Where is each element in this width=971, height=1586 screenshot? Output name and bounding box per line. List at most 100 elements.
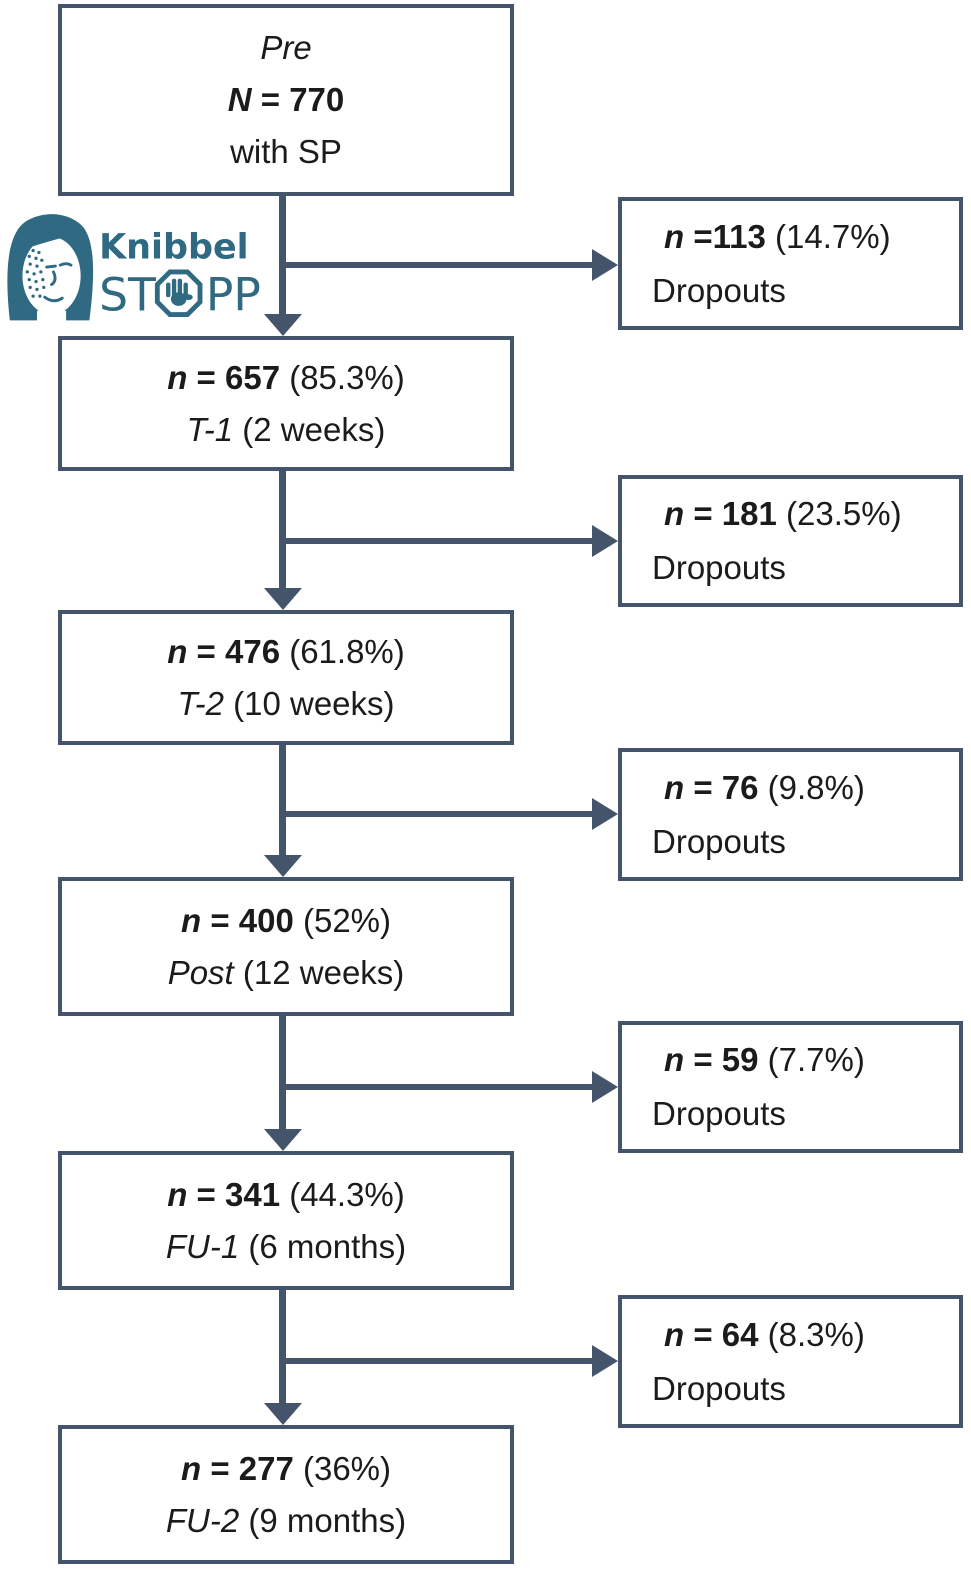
stage-period: (9 months) — [248, 1501, 407, 1539]
count-line: n = 64 (8.3%) — [652, 1308, 959, 1362]
logo-text-pp: PP — [206, 269, 261, 322]
dropout-box-5: n = 64 (8.3%) Dropouts — [618, 1295, 963, 1428]
count-line: n = 341 (44.3%) — [62, 1169, 510, 1221]
flow-connector-1 — [279, 196, 286, 314]
stage-period: (10 weeks) — [233, 684, 395, 722]
count-line: n = 657 (85.3%) — [62, 352, 510, 404]
stage-line: T-1 (2 weeks) — [62, 404, 510, 456]
stage-name: T-2 — [177, 684, 224, 722]
logo-freckles — [25, 248, 46, 298]
count-line: n = 277 (36%) — [62, 1443, 510, 1495]
stage-title: Pre — [260, 29, 312, 66]
logo-text-st: ST — [99, 269, 156, 322]
knibbelstopp-logo: Knibbel ST PP — [7, 214, 261, 323]
down-arrow-icon — [264, 1129, 302, 1151]
dropout-box-2: n = 181 (23.5%) Dropouts — [618, 475, 963, 607]
n-percent: (9.8%) — [767, 768, 865, 806]
count-line: n = 59 (7.7%) — [652, 1033, 959, 1087]
n-value: = 770 — [260, 81, 345, 118]
n-percent: (23.5%) — [786, 495, 902, 532]
flow-connector-5 — [279, 1289, 286, 1403]
count-line: n = 400 (52%) — [62, 895, 510, 947]
logo-face-features — [43, 262, 73, 303]
n-symbol: n — [664, 495, 685, 532]
dropout-connector-5 — [282, 1358, 594, 1364]
logo-face — [22, 236, 81, 315]
right-arrow-icon — [592, 798, 618, 830]
stage-period: (12 weeks) — [242, 953, 405, 991]
count-line: N = 770 — [62, 74, 510, 126]
dropout-label: Dropouts — [652, 1369, 786, 1407]
dropout-label: Dropouts — [652, 549, 786, 586]
n-value: =113 — [693, 217, 766, 255]
n-percent: (7.7%) — [767, 1041, 865, 1078]
n-symbol: n — [664, 1315, 685, 1353]
stage-name: Post — [167, 953, 234, 991]
n-percent: (61.8%) — [289, 632, 405, 670]
stage-line: FU-1 (6 months) — [62, 1221, 510, 1273]
n-symbol: n — [167, 358, 188, 396]
dropout-connector-2 — [282, 538, 594, 544]
down-arrow-icon — [264, 855, 302, 877]
n-symbol: n — [167, 632, 188, 670]
dropout-box-1: n =113 (14.7%) Dropouts — [618, 197, 963, 330]
n-value: = 64 — [693, 1315, 759, 1353]
n-percent: (14.7%) — [775, 217, 891, 255]
stage-line: Post (12 weeks) — [62, 947, 510, 999]
stage-name: FU-1 — [165, 1227, 240, 1265]
dropout-connector-4 — [282, 1084, 594, 1090]
n-symbol: n — [664, 1041, 685, 1078]
right-arrow-icon — [592, 1345, 618, 1377]
n-symbol: n — [180, 1449, 202, 1487]
n-percent: (36%) — [302, 1449, 392, 1487]
dropout-label: Dropouts — [652, 822, 786, 860]
dropout-box-3: n = 76 (9.8%) Dropouts — [618, 748, 963, 881]
stage-name: T-1 — [186, 410, 234, 448]
n-value: = 400 — [210, 901, 294, 939]
flow-box-t2: n = 476 (61.8%) T-2 (10 weeks) — [58, 610, 514, 745]
n-value: = 76 — [693, 768, 759, 806]
down-arrow-icon — [264, 1403, 302, 1425]
dropout-box-4: n = 59 (7.7%) Dropouts — [618, 1021, 963, 1153]
n-symbol: n — [167, 1175, 188, 1213]
n-value: = 59 — [693, 1041, 759, 1078]
count-line: n = 476 (61.8%) — [62, 626, 510, 678]
count-line: n = 181 (23.5%) — [652, 487, 959, 541]
n-symbol: n — [664, 217, 685, 255]
flow-box-fu1: n = 341 (44.3%) FU-1 (6 months) — [58, 1151, 514, 1290]
stage-name: FU-2 — [165, 1501, 240, 1539]
n-symbol: N — [227, 81, 252, 118]
n-percent: (44.3%) — [289, 1175, 405, 1213]
right-arrow-icon — [592, 1071, 618, 1103]
flow-box-post: n = 400 (52%) Post (12 weeks) — [58, 877, 514, 1016]
n-symbol: n — [664, 768, 685, 806]
n-value: = 657 — [196, 358, 281, 396]
n-percent: (85.3%) — [289, 358, 405, 396]
hand-icon — [166, 278, 193, 306]
stage-subtitle: with SP — [230, 133, 342, 170]
count-line: n =113 (14.7%) — [652, 210, 959, 264]
logo-neck — [36, 310, 67, 323]
stage-line: FU-2 (9 months) — [62, 1495, 510, 1547]
n-value: = 476 — [196, 632, 281, 670]
dropout-label: Dropouts — [652, 1095, 786, 1132]
stage-period: (2 weeks) — [242, 410, 386, 448]
logo-bangs — [25, 227, 82, 249]
flow-connector-4 — [279, 1015, 286, 1129]
n-symbol: n — [180, 901, 202, 939]
flow-connector-2 — [279, 470, 286, 588]
flow-box-fu2: n = 277 (36%) FU-2 (9 months) — [58, 1425, 514, 1564]
right-arrow-icon — [592, 249, 618, 281]
right-arrow-icon — [592, 525, 618, 557]
n-percent: (8.3%) — [767, 1315, 865, 1353]
logo-text-knibbel: Knibbel — [99, 227, 249, 267]
stage-period: (6 months) — [248, 1227, 407, 1265]
dropout-label: Dropouts — [652, 271, 786, 309]
n-value: = 181 — [693, 495, 777, 532]
dropout-connector-1 — [282, 262, 594, 268]
down-arrow-icon — [264, 588, 302, 610]
down-arrow-icon — [264, 314, 302, 336]
flow-box-pre: Pre N = 770 with SP — [58, 4, 514, 196]
dropout-connector-3 — [282, 811, 594, 817]
flow-connector-3 — [279, 744, 286, 855]
